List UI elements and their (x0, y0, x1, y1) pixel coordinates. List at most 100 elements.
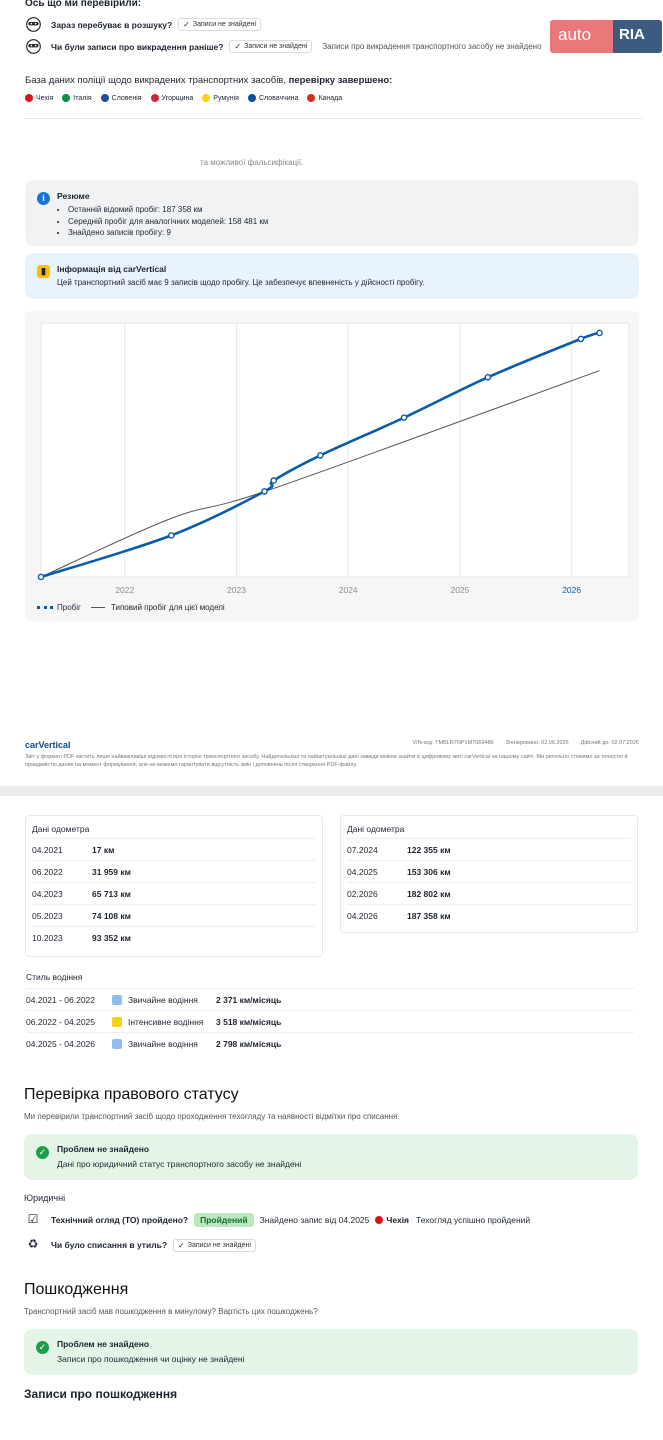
stolen-note: Записи про викрадення транспортного засо… (322, 42, 542, 51)
summary-title: Резюме (57, 191, 90, 201)
odometer-value: 31 959 км (92, 866, 131, 877)
legal-ok-title: Проблем не знайдено (57, 1144, 150, 1154)
czech-flag-icon (375, 1216, 384, 1224)
check-icon: ✓ (234, 42, 242, 51)
checked-title: Ось що ми перевірили: (25, 0, 142, 9)
masked-person-icon (26, 39, 41, 54)
stolen-status-pill: ✓ Записи не знайдені (229, 40, 313, 53)
mileage-point (577, 335, 585, 343)
odometer-value: 153 306 км (407, 866, 451, 877)
damage-ok-title: Проблем не знайдено (57, 1339, 150, 1349)
stolen-check-row: Чи були записи про викрадення раніше? ✓ З… (25, 38, 542, 55)
table-row: 04.2023 65 713 км (32, 882, 316, 904)
check-icon: ✓ (183, 20, 190, 29)
wanted-status-pill: ✓ Записи не знайдені (178, 18, 262, 31)
flag-icon (100, 94, 109, 102)
pdf-footer: carVertical VIN-код: TMBLR7NP1M7069486 З… (25, 740, 639, 769)
footer-meta: VIN-код: TMBLR7NP1M7069486 Згенеровано: … (413, 740, 640, 746)
mileage-point (484, 374, 492, 381)
odometer-date: 04.2023 (32, 888, 63, 899)
auto-ria-logo: auto RIA (550, 20, 662, 53)
odometer-value: 187 358 км (407, 910, 451, 921)
inspection-found: Знайдено запис від 04.2025 (259, 1215, 370, 1225)
country-item: Словенія (100, 94, 142, 102)
x-tick-label: 2022 (115, 585, 134, 595)
odometer-card-left: Дані одометра 04.2021 17 км 06.2022 31 959 … (25, 815, 323, 957)
driving-style-row: 06.2022 - 04.2025 Інтенсивне водіння 3 518… (26, 1010, 634, 1032)
wanted-label: Зараз перебуває в розшуку? (51, 19, 173, 30)
odometer-date: 02.2026 (347, 888, 378, 899)
checklist-icon: ☑ (27, 1212, 39, 1226)
divider (25, 118, 643, 119)
flag-icon (307, 94, 316, 102)
legal-section-title: Юридичні (24, 1193, 66, 1203)
country-item: Канада (307, 94, 342, 102)
driving-style-row: 04.2021 - 06.2022 Звичайне водіння 2 371 к… (26, 988, 634, 1010)
table-row: 04.2025 153 306 км (347, 860, 631, 882)
inspection-country: Чехія (386, 1215, 410, 1225)
carvertical-logo: carVertical (25, 740, 71, 750)
mileage-point (316, 452, 324, 459)
country-item: Чехія (25, 94, 53, 102)
odometer-value: 122 355 км (407, 844, 451, 855)
vin-code: VIN-код: TMBLR7NP1M7069486 (412, 740, 494, 746)
style-period: 06.2022 - 04.2025 (26, 1016, 96, 1027)
odometer-date: 07.2024 (347, 844, 378, 855)
country-item: Угорщина (150, 94, 193, 102)
odometer-date: 04.2021 (32, 844, 63, 855)
odometer-date: 04.2025 (347, 866, 378, 877)
scrap-status-pill: ✓ Записи не знайдені (173, 1238, 256, 1252)
legal-ok-box: ✓ Проблем не знайдено Дані про юридичний… (24, 1134, 638, 1180)
table-row: 04.2021 17 км (32, 838, 316, 860)
mileage-point (37, 573, 45, 581)
mileage-point (168, 532, 175, 539)
list-item: Знайдено записів пробігу: 9 (68, 227, 268, 239)
table-row: 06.2022 31 959 км (32, 860, 316, 882)
x-tick-label: 2023 (227, 585, 246, 595)
odometer-date: 06.2022 (32, 866, 63, 877)
inspection-result: Техогляд успішно пройдений (416, 1215, 531, 1225)
flag-icon (150, 94, 159, 102)
table-row: 10.2023 93 352 км (32, 926, 316, 948)
table-row: 04.2026 187 358 км (347, 904, 631, 926)
style-period: 04.2025 - 04.2026 (26, 1038, 96, 1049)
list-item: Останній відомий пробіг: 187 358 км (68, 204, 268, 216)
inspection-label: Технічний огляд (ТО) пройдено? (51, 1215, 189, 1225)
style-kind: Інтенсивне водіння (128, 1016, 204, 1027)
odometer-date: 05.2023 (32, 910, 63, 921)
chart-legend: Пробіг Типовий пробіг для цієї моделі (37, 603, 235, 612)
summary-box: i Резюме Останній відомий пробіг: 187 35… (25, 180, 639, 246)
style-rate: 2 798 км/місяць (216, 1038, 282, 1049)
info-text: Цей транспортний засіб має 9 записів щод… (57, 278, 425, 287)
driving-style-title: Стиль водіння (26, 972, 83, 982)
scrap-row: ♻ Чи було списання в утиль? ✓ Записи не з… (24, 1237, 256, 1253)
style-color-icon (112, 1016, 122, 1027)
damage-records-heading: Записи про пошкодження (24, 1387, 178, 1401)
check-icon: ✓ (178, 1240, 185, 1250)
odometer-value: 65 713 км (92, 888, 131, 899)
police-database-title: База даних поліції щодо викрадених транс… (25, 75, 393, 86)
style-kind: Звичайне водіння (128, 994, 198, 1005)
style-rate: 3 518 км/місяць (216, 1016, 282, 1027)
legend-typical: Типовий пробіг для цієї моделі (90, 603, 225, 612)
table-row: 02.2026 182 802 км (347, 882, 631, 904)
country-list: Чехія Італія Словенія Угорщина Румунія Словач… (25, 94, 351, 102)
mileage-point (270, 477, 278, 484)
odometer-value: 74 108 км (92, 910, 131, 921)
list-item: Середній пробіг для аналогічних моделей:… (68, 216, 268, 228)
odometer-title: Дані одометра (347, 824, 405, 834)
mileage-point (400, 414, 408, 421)
flag-icon (202, 94, 211, 102)
report-page-1: Ось що ми перевірили: Зараз перебуває в … (5, 0, 662, 784)
table-row: 05.2023 74 108 км (32, 904, 316, 926)
typical-mileage-line (40, 370, 600, 578)
scrap-label: Чи було списання в утиль? (51, 1240, 168, 1250)
damage-heading: Пошкодження (24, 1281, 129, 1298)
recycle-icon: ♻ (27, 1237, 39, 1251)
masked-person-icon (26, 17, 41, 32)
odometer-value: 93 352 км (92, 932, 131, 943)
odometer-value: 17 км (92, 844, 115, 855)
x-tick-label: 2026 (562, 585, 581, 595)
x-tick-label: 2025 (450, 585, 469, 595)
odometer-date: 10.2023 (32, 932, 63, 943)
